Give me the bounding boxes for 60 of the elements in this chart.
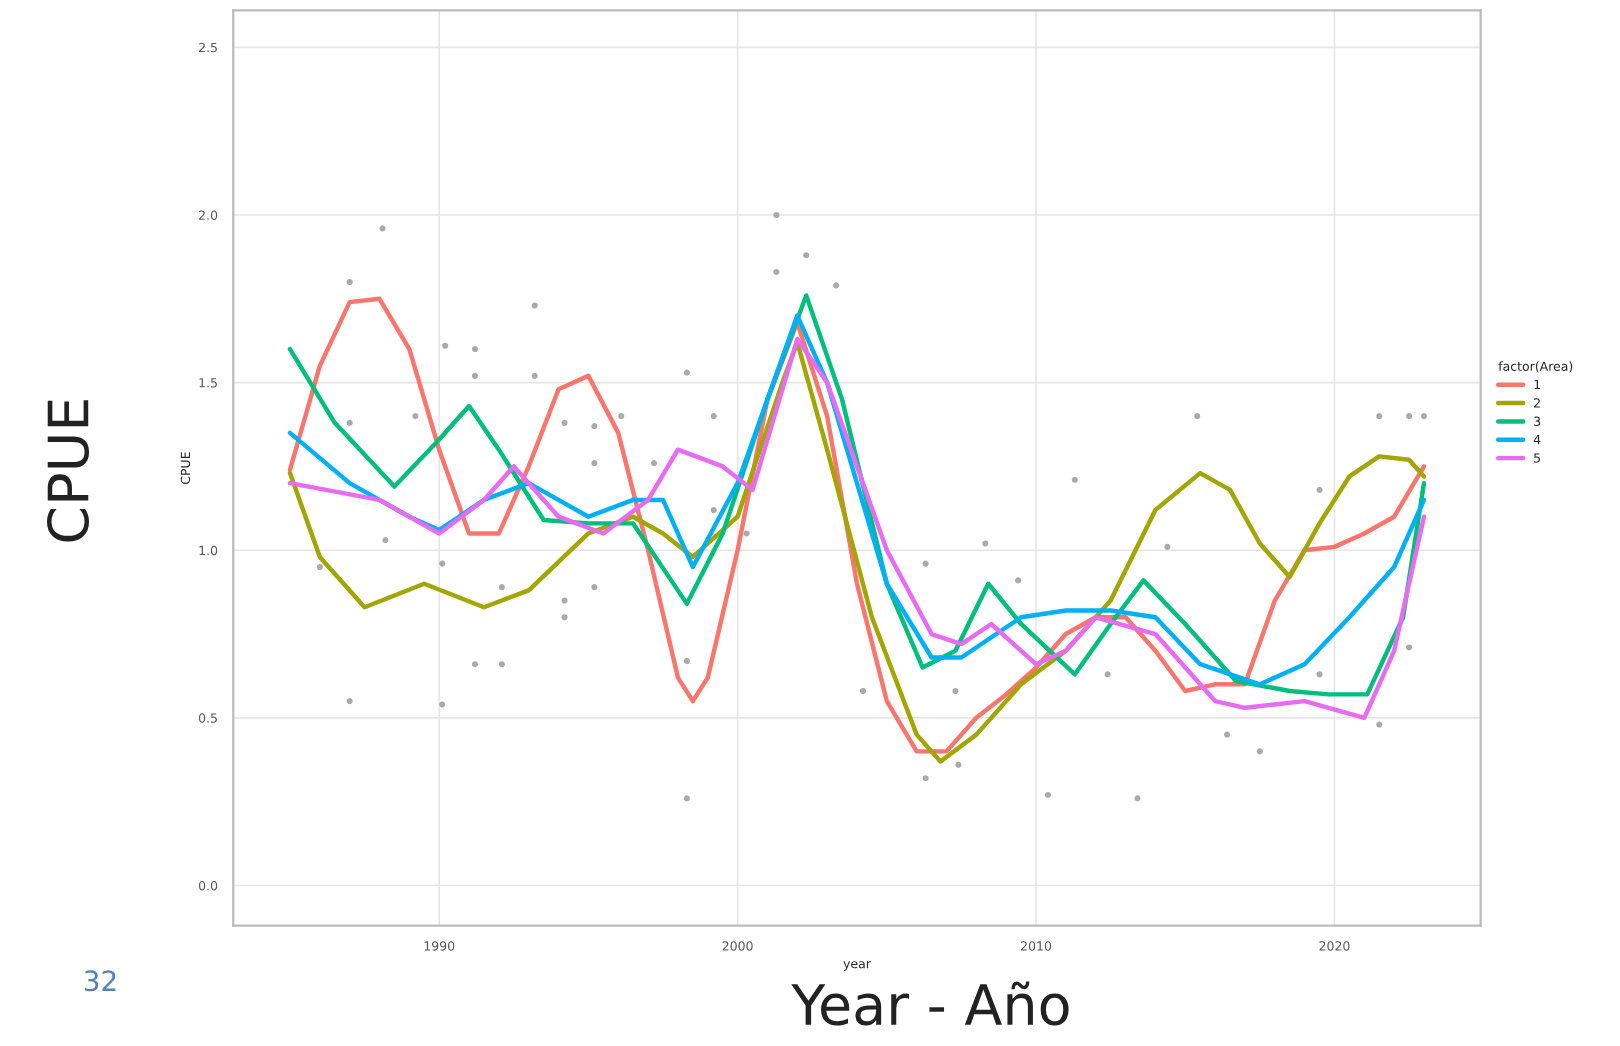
point: [683, 369, 690, 376]
point: [498, 661, 505, 668]
point: [1316, 486, 1323, 493]
point: [1015, 577, 1022, 584]
point: [531, 302, 538, 309]
point: [803, 252, 810, 259]
point: [773, 211, 780, 219]
point: [471, 346, 479, 353]
point: [1044, 791, 1052, 799]
point: [591, 423, 598, 430]
point: [1164, 543, 1171, 550]
point: [1071, 476, 1078, 483]
point: [498, 584, 505, 591]
point: [1134, 795, 1141, 802]
point: [531, 372, 538, 379]
point: [1104, 671, 1111, 678]
point: [379, 225, 386, 232]
point: [1376, 721, 1383, 728]
text: CPUE: [47, 400, 90, 542]
point: [710, 506, 717, 514]
point: [316, 563, 323, 571]
point: [1376, 413, 1383, 420]
point: [561, 419, 568, 426]
point: [651, 460, 658, 467]
point: [1420, 413, 1428, 420]
point: [773, 268, 780, 276]
point: [471, 661, 479, 668]
point: [982, 540, 989, 547]
point: [710, 413, 717, 420]
point: [346, 419, 353, 426]
point: [442, 342, 449, 349]
point: [922, 560, 929, 567]
point: [439, 560, 446, 567]
point: [1194, 413, 1201, 420]
point: [1406, 413, 1413, 420]
point: [346, 278, 353, 286]
point: [859, 687, 866, 695]
point: [1316, 671, 1323, 678]
point: [618, 413, 625, 420]
point: [1223, 731, 1231, 738]
point: [683, 795, 690, 802]
text: Year - Año: [791, 981, 1069, 1026]
point: [591, 584, 598, 591]
point: [955, 761, 962, 768]
point: [591, 460, 598, 467]
point: [952, 687, 959, 695]
point: [1256, 748, 1263, 755]
point: [683, 657, 690, 664]
point: [382, 537, 389, 544]
point: [833, 282, 840, 289]
point: [743, 530, 750, 537]
point: [471, 372, 479, 379]
point: [1406, 644, 1413, 651]
point: [439, 701, 446, 708]
point: [412, 413, 419, 420]
point: [561, 597, 568, 604]
point: [922, 775, 929, 782]
point: [561, 614, 568, 621]
point: [346, 698, 353, 705]
text: 32: [84, 970, 116, 992]
